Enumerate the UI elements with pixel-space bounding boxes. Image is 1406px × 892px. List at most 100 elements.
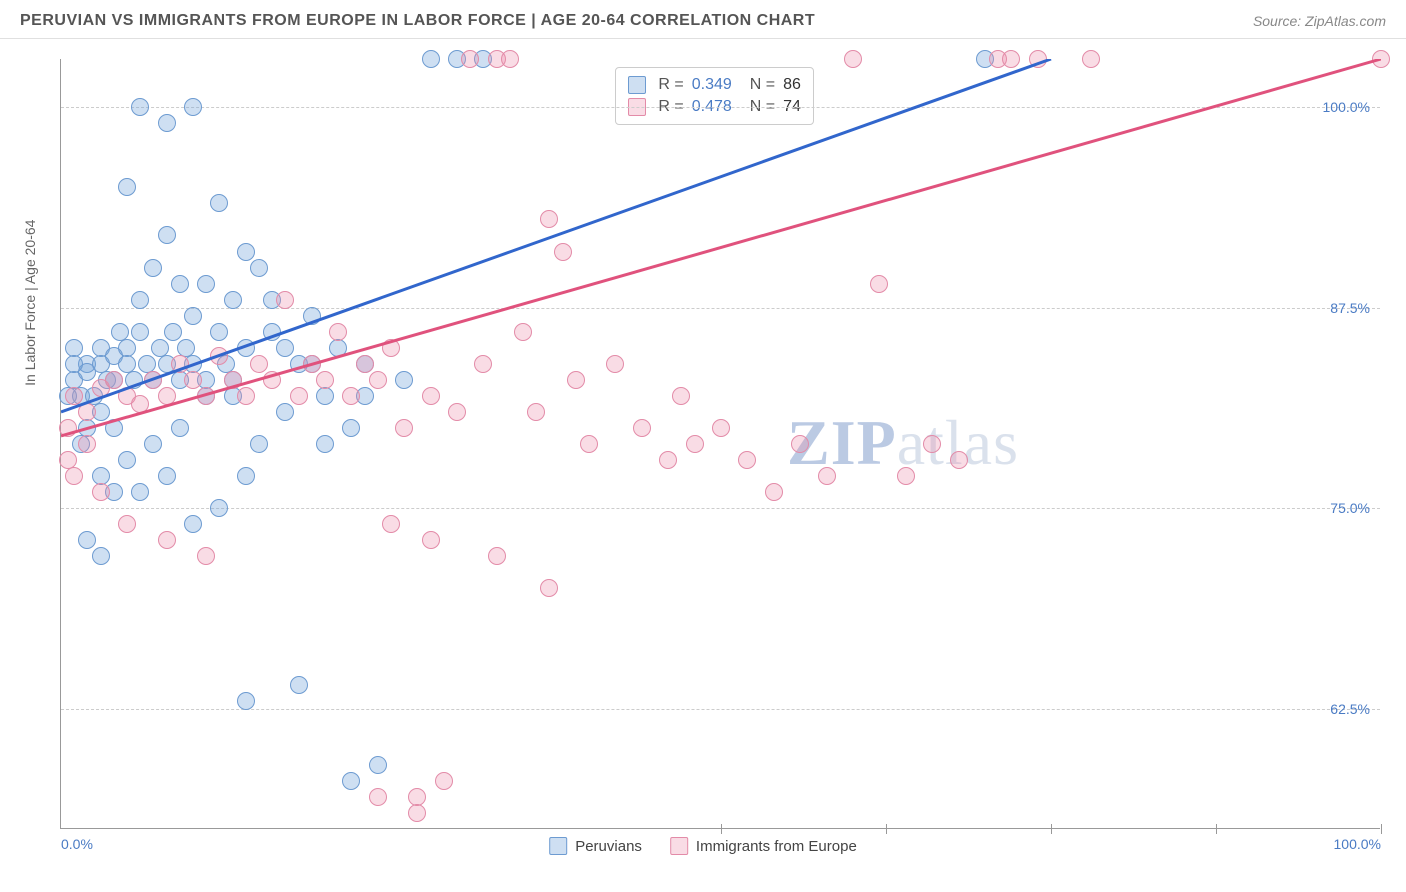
data-point: [158, 531, 176, 549]
data-point: [329, 339, 347, 357]
data-point: [1029, 50, 1047, 68]
x-tick: [886, 824, 887, 834]
data-point: [131, 483, 149, 501]
data-point: [144, 371, 162, 389]
data-point: [303, 355, 321, 373]
r-value: 0.349: [692, 76, 732, 94]
data-point: [342, 419, 360, 437]
y-tick-label: 87.5%: [1330, 300, 1370, 316]
data-point: [250, 435, 268, 453]
gridline: [61, 107, 1380, 108]
data-point: [164, 323, 182, 341]
x-tick: [1381, 824, 1382, 834]
data-point: [540, 579, 558, 597]
data-point: [263, 323, 281, 341]
data-point: [237, 387, 255, 405]
data-point: [210, 499, 228, 517]
n-label: N =: [750, 76, 775, 94]
legend-label: Immigrants from Europe: [696, 838, 857, 855]
data-point: [474, 355, 492, 373]
data-point: [171, 275, 189, 293]
x-tick: [721, 824, 722, 834]
data-point: [237, 692, 255, 710]
x-tick-label: 100.0%: [1334, 836, 1381, 852]
data-point: [435, 772, 453, 790]
data-point: [540, 210, 558, 228]
data-point: [276, 339, 294, 357]
correlation-stats-box: R =0.349N =86R =0.478N =74: [615, 67, 814, 125]
legend-swatch-icon: [670, 837, 688, 855]
data-point: [448, 403, 466, 421]
r-label: R =: [658, 76, 683, 94]
chart-header: PERUVIAN VS IMMIGRANTS FROM EUROPE IN LA…: [0, 0, 1406, 39]
data-point: [369, 756, 387, 774]
scatter-plot: ZIPatlas R =0.349N =86R =0.478N =74 62.5…: [60, 59, 1380, 829]
data-point: [791, 435, 809, 453]
data-point: [395, 371, 413, 389]
data-point: [369, 788, 387, 806]
data-point: [316, 387, 334, 405]
data-point: [290, 387, 308, 405]
data-point: [738, 451, 756, 469]
x-tick: [1051, 824, 1052, 834]
data-point: [184, 307, 202, 325]
data-point: [210, 323, 228, 341]
stats-row: R = 0.349 N = 86: [628, 74, 801, 96]
data-point: [65, 467, 83, 485]
data-point: [250, 259, 268, 277]
data-point: [237, 339, 255, 357]
data-point: [342, 387, 360, 405]
data-point: [131, 291, 149, 309]
legend-label: Peruvians: [575, 838, 642, 855]
data-point: [303, 307, 321, 325]
data-point: [1002, 50, 1020, 68]
gridline: [61, 308, 1380, 309]
data-point: [342, 772, 360, 790]
data-point: [514, 323, 532, 341]
data-point: [606, 355, 624, 373]
data-point: [197, 547, 215, 565]
data-point: [369, 371, 387, 389]
n-value: 86: [783, 76, 801, 94]
data-point: [158, 114, 176, 132]
data-point: [870, 275, 888, 293]
x-tick-label: 0.0%: [61, 836, 93, 852]
data-point: [527, 403, 545, 421]
legend: Peruvians Immigrants from Europe: [549, 837, 857, 855]
data-point: [686, 435, 704, 453]
data-point: [276, 291, 294, 309]
data-point: [158, 226, 176, 244]
data-point: [316, 371, 334, 389]
data-point: [659, 451, 677, 469]
data-point: [923, 435, 941, 453]
gridline: [61, 709, 1380, 710]
data-point: [501, 50, 519, 68]
data-point: [567, 371, 585, 389]
data-point: [1372, 50, 1390, 68]
data-point: [224, 371, 242, 389]
data-point: [105, 419, 123, 437]
y-axis-label: In Labor Force | Age 20-64: [22, 220, 38, 386]
data-point: [382, 515, 400, 533]
data-point: [422, 387, 440, 405]
data-point: [131, 98, 149, 116]
data-point: [580, 435, 598, 453]
data-point: [118, 451, 136, 469]
data-point: [329, 323, 347, 341]
data-point: [144, 435, 162, 453]
data-point: [144, 259, 162, 277]
data-point: [184, 98, 202, 116]
data-point: [1082, 50, 1100, 68]
data-point: [224, 291, 242, 309]
data-point: [554, 243, 572, 261]
data-point: [210, 347, 228, 365]
data-point: [818, 467, 836, 485]
data-point: [118, 178, 136, 196]
data-point: [59, 419, 77, 437]
data-point: [65, 355, 83, 373]
data-point: [950, 451, 968, 469]
data-point: [171, 355, 189, 373]
data-point: [92, 483, 110, 501]
data-point: [171, 419, 189, 437]
data-point: [765, 483, 783, 501]
